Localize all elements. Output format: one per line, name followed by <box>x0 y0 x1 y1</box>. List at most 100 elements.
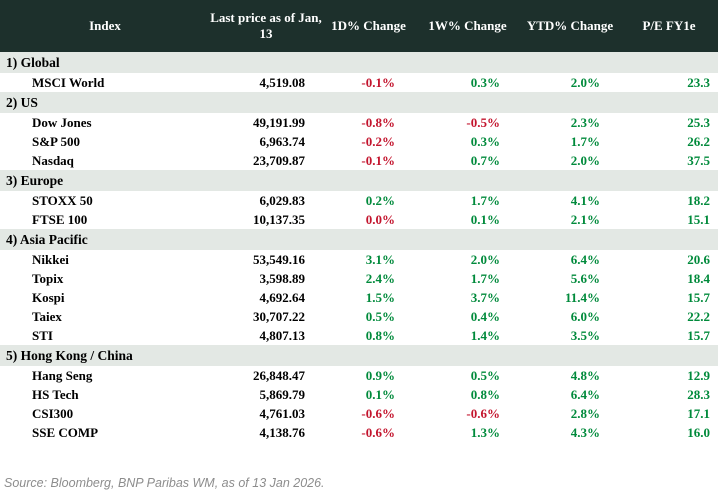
index-data-row: FTSE 100 10,137.35 0.0% 0.1% 2.1% 15.1 <box>0 210 718 229</box>
ytd-change-cell: 11.4% <box>564 289 600 305</box>
last-price-cell: 4,807.13 <box>259 327 306 343</box>
index-name-cell: MSCI World <box>32 74 105 90</box>
ytd-change-cell: 2.1% <box>570 211 600 227</box>
1w-change-cell: 2.0% <box>470 251 500 267</box>
last-price-cell: 30,707.22 <box>253 308 305 324</box>
last-price-cell: 26,848.47 <box>253 367 305 383</box>
1w-change-cell: 1.7% <box>470 270 500 286</box>
1w-change-cell: -0.5% <box>466 114 500 130</box>
pe-fy1e-cell: 20.6 <box>687 251 710 267</box>
1d-change-cell: 0.9% <box>365 367 395 383</box>
1w-change-cell: 1.3% <box>470 424 500 440</box>
last-price-cell: 6,963.74 <box>259 133 306 149</box>
ytd-change-cell: 6.4% <box>570 386 600 402</box>
1w-change-cell: 0.7% <box>470 152 500 168</box>
1d-change-cell: 0.8% <box>365 327 395 343</box>
index-data-row: HS Tech 5,869.79 0.1% 0.8% 6.4% 28.3 <box>0 385 718 404</box>
pe-fy1e-cell: 15.7 <box>687 327 710 343</box>
1d-change-cell: -0.6% <box>361 405 395 421</box>
column-header-ytd-change: YTD% Change <box>526 18 614 34</box>
ytd-change-cell: 2.3% <box>570 114 600 130</box>
last-price-cell: 4,692.64 <box>259 289 306 305</box>
index-name-cell: SSE COMP <box>32 424 99 440</box>
last-price-cell: 4,138.76 <box>259 424 306 440</box>
index-name-cell: FTSE 100 <box>32 211 88 227</box>
last-price-cell: 5,869.79 <box>259 386 306 402</box>
1d-change-cell: -0.1% <box>361 74 395 90</box>
ytd-change-cell: 2.8% <box>570 405 600 421</box>
1d-change-cell: 1.5% <box>365 289 395 305</box>
1w-change-cell: 0.3% <box>470 74 500 90</box>
column-header-index: Index <box>89 18 121 34</box>
index-name-cell: S&P 500 <box>32 133 81 149</box>
column-header-last-price: Last price as of Jan, 13 <box>210 10 322 41</box>
1d-change-cell: -0.2% <box>361 133 395 149</box>
ytd-change-cell: 6.0% <box>570 308 600 324</box>
pe-fy1e-cell: 15.7 <box>687 289 710 305</box>
1d-change-cell: 0.2% <box>365 192 395 208</box>
ytd-change-cell: 1.7% <box>570 133 600 149</box>
ytd-change-cell: 4.8% <box>570 367 600 383</box>
pe-fy1e-cell: 17.1 <box>687 405 710 421</box>
pe-fy1e-cell: 22.2 <box>687 308 710 324</box>
last-price-cell: 10,137.35 <box>253 211 305 227</box>
section-header-row: 4) Asia Pacific <box>0 229 718 250</box>
index-name-cell: Nasdaq <box>32 152 74 168</box>
ytd-change-cell: 3.5% <box>570 327 600 343</box>
index-name-cell: Nikkei <box>32 251 69 267</box>
pe-fy1e-cell: 23.3 <box>687 74 710 90</box>
ytd-change-cell: 6.4% <box>570 251 600 267</box>
1w-change-cell: 0.3% <box>470 133 500 149</box>
1d-change-cell: 3.1% <box>365 251 395 267</box>
1w-change-cell: -0.6% <box>466 405 500 421</box>
pe-fy1e-cell: 15.1 <box>687 211 710 227</box>
index-data-row: Taiex 30,707.22 0.5% 0.4% 6.0% 22.2 <box>0 307 718 326</box>
index-data-row: Dow Jones 49,191.99 -0.8% -0.5% 2.3% 25.3 <box>0 113 718 132</box>
index-data-row: Nasdaq 23,709.87 -0.1% 0.7% 2.0% 37.5 <box>0 151 718 170</box>
pe-fy1e-cell: 25.3 <box>687 114 710 130</box>
1d-change-cell: 0.5% <box>365 308 395 324</box>
1d-change-cell: 0.1% <box>365 386 395 402</box>
index-data-row: Kospi 4,692.64 1.5% 3.7% 11.4% 15.7 <box>0 288 718 307</box>
section-header-row: 3) Europe <box>0 170 718 191</box>
pe-fy1e-cell: 16.0 <box>687 424 710 440</box>
index-name-cell: Kospi <box>32 289 65 305</box>
last-price-cell: 6,029.83 <box>259 192 306 208</box>
last-price-cell: 4,519.08 <box>259 74 306 90</box>
index-data-row: STI 4,807.13 0.8% 1.4% 3.5% 15.7 <box>0 326 718 345</box>
index-name-cell: Dow Jones <box>32 114 92 130</box>
index-name-cell: CSI300 <box>32 405 74 421</box>
index-name-cell: STI <box>32 327 53 343</box>
1w-change-cell: 0.5% <box>470 367 500 383</box>
1w-change-cell: 0.8% <box>470 386 500 402</box>
index-name-cell: HS Tech <box>32 386 79 402</box>
index-data-row: SSE COMP 4,138.76 -0.6% 1.3% 4.3% 16.0 <box>0 423 718 442</box>
index-data-row: STOXX 50 6,029.83 0.2% 1.7% 4.1% 18.2 <box>0 191 718 210</box>
last-price-cell: 3,598.89 <box>259 270 306 286</box>
ytd-change-cell: 4.1% <box>570 192 600 208</box>
pe-fy1e-cell: 12.9 <box>687 367 710 383</box>
index-data-row: Hang Seng 26,848.47 0.9% 0.5% 4.8% 12.9 <box>0 366 718 385</box>
last-price-cell: 23,709.87 <box>253 152 305 168</box>
index-name-cell: Taiex <box>32 308 62 324</box>
1w-change-cell: 1.4% <box>470 327 500 343</box>
ytd-change-cell: 5.6% <box>570 270 600 286</box>
source-note: Source: Bloomberg, BNP Paribas WM, as of… <box>4 476 325 490</box>
1d-change-cell: -0.1% <box>361 152 395 168</box>
1d-change-cell: -0.8% <box>361 114 395 130</box>
pe-fy1e-cell: 26.2 <box>687 133 710 149</box>
1w-change-cell: 3.7% <box>470 289 500 305</box>
pe-fy1e-cell: 28.3 <box>687 386 710 402</box>
column-header-1w-change: 1W% Change <box>428 18 507 34</box>
pe-fy1e-cell: 18.2 <box>687 192 710 208</box>
ytd-change-cell: 4.3% <box>570 424 600 440</box>
column-header-pe-fy1e: P/E FY1e <box>642 18 696 34</box>
1w-change-cell: 0.4% <box>470 308 500 324</box>
index-data-row: S&P 500 6,963.74 -0.2% 0.3% 1.7% 26.2 <box>0 132 718 151</box>
ytd-change-cell: 2.0% <box>570 74 600 90</box>
section-header-row: 2) US <box>0 92 718 113</box>
indices-table: Index Last price as of Jan, 13 1D% Chang… <box>0 0 718 442</box>
index-data-row: CSI300 4,761.03 -0.6% -0.6% 2.8% 17.1 <box>0 404 718 423</box>
ytd-change-cell: 2.0% <box>570 152 600 168</box>
